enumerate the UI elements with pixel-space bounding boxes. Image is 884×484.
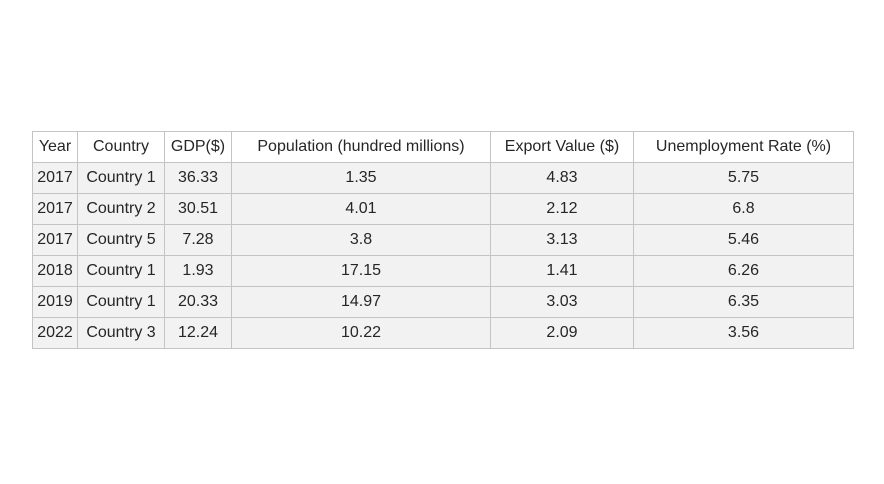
cell-unemployment-rate: 5.46 <box>633 224 854 256</box>
header-row: Year Country GDP($) Population (hundred … <box>32 131 854 163</box>
header-gdp: GDP($) <box>164 131 232 163</box>
cell-export-value: 3.13 <box>490 224 634 256</box>
table-row: 2019 Country 1 20.33 14.97 3.03 6.35 <box>32 286 854 318</box>
cell-gdp: 36.33 <box>164 162 232 194</box>
cell-unemployment-rate: 5.75 <box>633 162 854 194</box>
cell-unemployment-rate: 3.56 <box>633 317 854 349</box>
cell-year: 2022 <box>32 317 78 349</box>
cell-country: Country 5 <box>77 224 165 256</box>
cell-year: 2018 <box>32 255 78 287</box>
header-unemployment-rate: Unemployment Rate (%) <box>633 131 854 163</box>
cell-gdp: 20.33 <box>164 286 232 318</box>
cell-year: 2017 <box>32 224 78 256</box>
cell-unemployment-rate: 6.35 <box>633 286 854 318</box>
table-row: 2017 Country 1 36.33 1.35 4.83 5.75 <box>32 162 854 194</box>
cell-gdp: 1.93 <box>164 255 232 287</box>
cell-gdp: 12.24 <box>164 317 232 349</box>
cell-year: 2019 <box>32 286 78 318</box>
cell-export-value: 3.03 <box>490 286 634 318</box>
cell-population: 10.22 <box>231 317 491 349</box>
cell-export-value: 2.09 <box>490 317 634 349</box>
cell-unemployment-rate: 6.26 <box>633 255 854 287</box>
cell-population: 14.97 <box>231 286 491 318</box>
cell-country: Country 1 <box>77 255 165 287</box>
cell-export-value: 4.83 <box>490 162 634 194</box>
header-country: Country <box>77 131 165 163</box>
table-row: 2017 Country 2 30.51 4.01 2.12 6.8 <box>32 193 854 225</box>
header-year: Year <box>32 131 78 163</box>
cell-population: 17.15 <box>231 255 491 287</box>
data-table: Year Country GDP($) Population (hundred … <box>32 131 854 349</box>
cell-gdp: 7.28 <box>164 224 232 256</box>
cell-population: 1.35 <box>231 162 491 194</box>
table-row: 2017 Country 5 7.28 3.8 3.13 5.46 <box>32 224 854 256</box>
table-row: 2022 Country 3 12.24 10.22 2.09 3.56 <box>32 317 854 349</box>
cell-unemployment-rate: 6.8 <box>633 193 854 225</box>
cell-year: 2017 <box>32 162 78 194</box>
cell-population: 4.01 <box>231 193 491 225</box>
cell-country: Country 1 <box>77 162 165 194</box>
cell-country: Country 2 <box>77 193 165 225</box>
header-export-value: Export Value ($) <box>490 131 634 163</box>
cell-export-value: 2.12 <box>490 193 634 225</box>
cell-export-value: 1.41 <box>490 255 634 287</box>
header-population: Population (hundred millions) <box>231 131 491 163</box>
cell-country: Country 1 <box>77 286 165 318</box>
cell-population: 3.8 <box>231 224 491 256</box>
cell-gdp: 30.51 <box>164 193 232 225</box>
table-row: 2018 Country 1 1.93 17.15 1.41 6.26 <box>32 255 854 287</box>
cell-year: 2017 <box>32 193 78 225</box>
cell-country: Country 3 <box>77 317 165 349</box>
